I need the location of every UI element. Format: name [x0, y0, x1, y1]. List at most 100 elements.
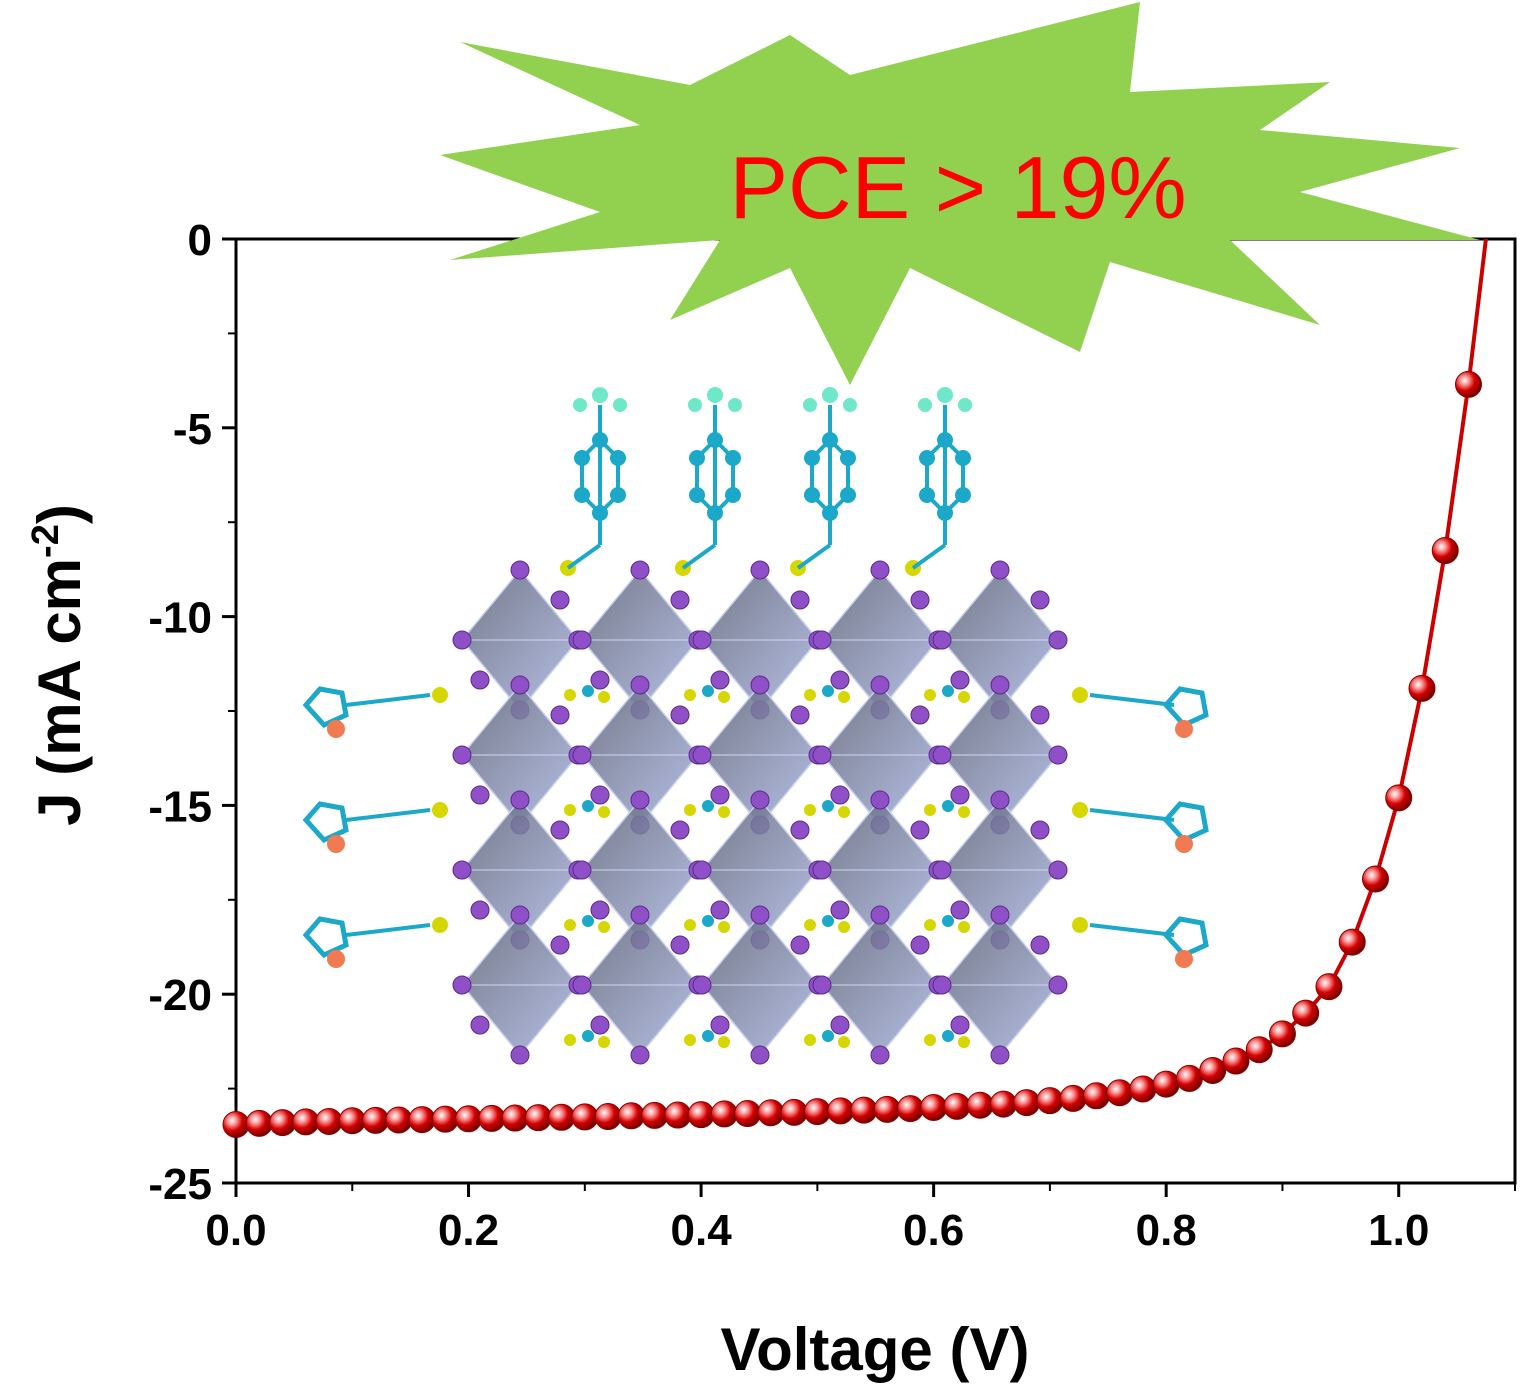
fluorine-atom: [613, 398, 627, 412]
data-point: [687, 1101, 715, 1129]
iodide-atom: [670, 705, 690, 725]
nitrogen-atom: [598, 691, 610, 703]
carbon-atom: [937, 505, 953, 521]
x-tick-label: 0.8: [1136, 1206, 1197, 1255]
iodide-atom: [812, 860, 832, 880]
fluorine-atom: [573, 398, 587, 412]
data-point: [524, 1104, 552, 1132]
carbon-atom: [582, 1030, 594, 1042]
thiophene-ring: [1162, 801, 1209, 844]
nitrogen-atom: [598, 921, 610, 933]
carbon-atom: [804, 487, 820, 503]
data-point: [594, 1103, 622, 1131]
iodide-atom: [452, 745, 472, 765]
sulfur-atom: [1175, 950, 1193, 968]
data-point: [1454, 370, 1482, 398]
data-point: [1222, 1047, 1250, 1075]
nitrogen-atom: [684, 804, 696, 816]
crystal-structure-inset: [302, 387, 1209, 1065]
carbon-atom: [955, 487, 971, 503]
iodide-atom: [910, 705, 930, 725]
nitrogen-atom: [924, 804, 936, 816]
fluorine-atom: [958, 398, 972, 412]
data-point: [385, 1106, 413, 1134]
iodide-atom: [1030, 820, 1050, 840]
iodide-atom: [932, 630, 952, 650]
bond: [1089, 808, 1175, 822]
iodide-atom: [790, 820, 810, 840]
carbon-atom: [592, 432, 608, 448]
iodide-atom: [590, 670, 610, 690]
carbon-atom: [574, 487, 590, 503]
iodide-atom: [1030, 705, 1050, 725]
iodide-atom: [990, 1045, 1010, 1065]
fluorine-atom: [803, 398, 817, 412]
data-point: [478, 1104, 506, 1132]
data-point: [1013, 1089, 1041, 1117]
carbon-atom: [725, 487, 741, 503]
nitrogen-atom: [718, 691, 730, 703]
iodide-atom: [470, 670, 490, 690]
iodide-atom: [1048, 630, 1068, 650]
iodide-atom: [910, 590, 930, 610]
data-point: [245, 1109, 273, 1137]
data-point: [734, 1100, 762, 1128]
carbon-atom: [840, 450, 856, 466]
y-axis-title-main: J (mA cm: [26, 558, 93, 826]
nitrogen-atom: [1072, 802, 1088, 818]
iodide-atom: [550, 935, 570, 955]
iodide-atom: [750, 1045, 770, 1065]
data-point: [641, 1101, 669, 1129]
x-tick-label: 0.2: [438, 1206, 499, 1255]
carbon-atom: [937, 432, 953, 448]
iodide-atom: [990, 905, 1010, 925]
carbon-atom: [919, 487, 935, 503]
nitrogen-atom: [958, 1036, 970, 1048]
nitrogen-atom: [564, 804, 576, 816]
data-point: [315, 1107, 343, 1135]
carbon-atom: [942, 1030, 954, 1042]
iodide-atom: [590, 1015, 610, 1035]
carbon-atom: [592, 505, 608, 521]
bond: [796, 543, 832, 570]
starburst-shape: [440, 2, 1480, 385]
data-point: [1245, 1036, 1273, 1064]
nitrogen-atom: [924, 689, 936, 701]
data-point: [269, 1109, 297, 1137]
data-point: [362, 1106, 390, 1134]
y-tick-label: -15: [148, 782, 212, 831]
data-point: [501, 1104, 529, 1132]
thiophene-ring: [1162, 686, 1209, 729]
data-point: [1152, 1070, 1180, 1098]
bond: [1089, 923, 1175, 937]
bond: [345, 923, 431, 937]
iodide-atom: [630, 560, 650, 580]
nitrogen-atom: [432, 687, 448, 703]
data-point: [1408, 674, 1436, 702]
nitrogen-atom: [564, 1034, 576, 1046]
thiophene-ring: [302, 801, 349, 844]
iodide-atom: [630, 1045, 650, 1065]
data-point: [1129, 1075, 1157, 1103]
iodide-atom: [670, 590, 690, 610]
data-point: [850, 1096, 878, 1124]
iodide-atom: [790, 705, 810, 725]
data-point: [1268, 1020, 1296, 1048]
data-point: [664, 1101, 692, 1129]
carbon-atom: [707, 505, 723, 521]
nitrogen-atom: [804, 804, 816, 816]
x-tick-label: 0.4: [671, 1206, 733, 1255]
iodide-atom: [950, 900, 970, 920]
carbon-atom: [942, 915, 954, 927]
axes-layer: 0.0 0.2 0.4 0.6 0.8 1.0 0 -5 -10 -15 -20 -25: [148, 216, 1516, 1255]
iodide-atom: [812, 975, 832, 995]
iodide-atom: [590, 785, 610, 805]
iodide-atom: [572, 975, 592, 995]
iodide-atom: [750, 675, 770, 695]
pce-callout: PCE > 19%: [440, 2, 1480, 385]
data-point: [943, 1092, 971, 1120]
iodide-atom: [812, 630, 832, 650]
carbon-atom: [574, 450, 590, 466]
iodide-atom: [572, 745, 592, 765]
